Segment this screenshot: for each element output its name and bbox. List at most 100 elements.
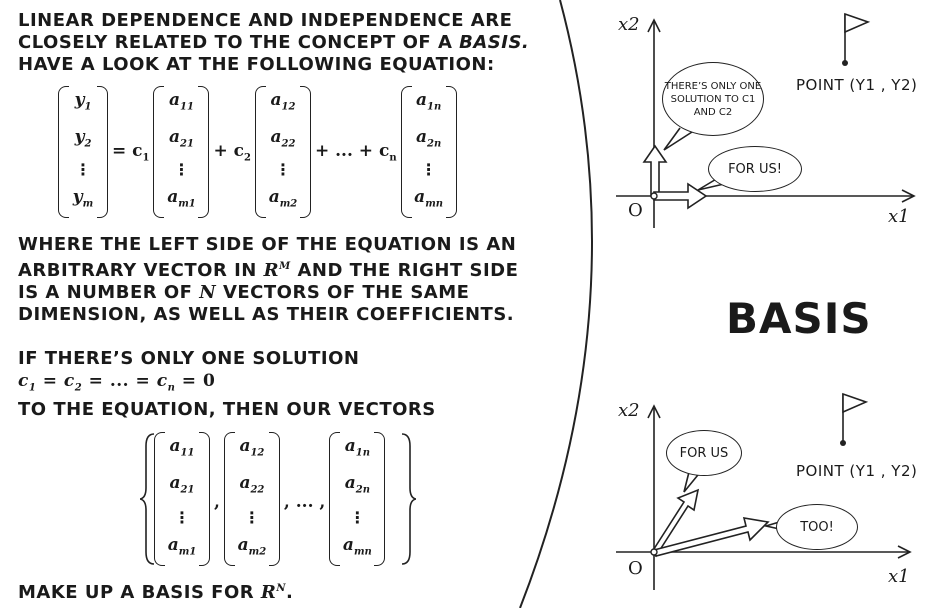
am2-var: a (237, 534, 249, 555)
bottom-bubble-for-us: FOR US (666, 430, 742, 476)
top-origin-dot (650, 192, 658, 200)
a1n-var: a (415, 90, 427, 110)
bottom-flag (842, 392, 869, 414)
vdots: ⋮ (243, 507, 260, 527)
amn-sub: mn (425, 197, 444, 209)
a1n-var: a (344, 436, 356, 456)
vector-coln: a1n a2n ⋮ amn (400, 86, 457, 218)
top-origin-label: O (628, 200, 643, 221)
plus-dots-cn: + ... + cn (315, 141, 397, 163)
bottom-x1-label: x1 (888, 566, 910, 587)
ym: ym (73, 187, 93, 214)
cn-sub: n (389, 152, 397, 164)
a12: a12 (239, 436, 264, 463)
am1: am1 (167, 187, 196, 214)
top-y-arrowhead (647, 18, 661, 33)
eq-c1: = c1 (112, 141, 149, 163)
where-line-2b: AND THE RIGHT SIDE (290, 260, 519, 281)
amn-var: a (414, 186, 426, 207)
a1n-sub: 1n (427, 101, 442, 113)
a11-var: a (169, 90, 181, 110)
c2-sub: 2 (244, 152, 251, 164)
panel-divider (519, 0, 593, 608)
a2n-sub: 2n (427, 138, 442, 150)
vdots: ⋮ (173, 160, 190, 180)
set-vector-1: a11 a21 ⋮ am1 (154, 432, 210, 566)
set-vector-2: a12 a22 ⋮ am2 (223, 432, 280, 566)
dots: ... (109, 371, 130, 391)
a2n-sub: 2n (355, 484, 370, 496)
where-line-2: ARBITRARY VECTOR IN Rm AND THE RIGHT SID… (18, 256, 518, 282)
vdots: ⋮ (174, 507, 190, 527)
a22-sub: 22 (250, 484, 265, 496)
where-line-2a: ARBITRARY VECTOR IN (18, 260, 264, 281)
eq: = (175, 371, 203, 391)
bottom-y-arrowhead (647, 404, 661, 419)
y1: y1 (75, 90, 92, 117)
amn-var: a (342, 534, 354, 555)
a11: a11 (170, 436, 195, 463)
R-sup-m: m (279, 261, 291, 272)
sub-n: n (167, 382, 176, 394)
a12-sub: 12 (250, 447, 265, 459)
a22-var: a (270, 126, 282, 147)
am1-sub: m1 (178, 197, 196, 209)
am1-var: a (167, 534, 179, 555)
y1-var: y (74, 90, 85, 110)
R-sup-n: n (276, 583, 287, 594)
main-equation: y1 y2 ⋮ ym = c1 a11 a21 ⋮ am1 + c2 a12 a… (58, 86, 457, 218)
a11-sub: 11 (180, 447, 195, 459)
top-bubble-for-us: FOR US! (708, 146, 802, 192)
eq: = (129, 371, 157, 391)
sub-1: 1 (28, 382, 37, 394)
a21: a21 (170, 473, 195, 500)
vector-col1: a11 a21 ⋮ am1 (153, 86, 210, 218)
if-line-1: IF THERE’S ONLY ONE SOLUTION (18, 348, 360, 369)
zero: 0 (202, 371, 216, 391)
set-braces (140, 433, 416, 565)
plus-c2: + c2 (213, 141, 250, 163)
vector-set: a11 a21 ⋮ am1 , a12 a22 ⋮ am2 , ... , a1… (140, 430, 416, 568)
amn: amn (343, 535, 372, 562)
y2-sub: 2 (84, 138, 92, 150)
a21-sub: 21 (180, 484, 195, 496)
bottom-bubble-too: TOO! (776, 504, 858, 550)
sub-2: 2 (74, 382, 83, 394)
a1n: a1n (416, 90, 441, 117)
am2-sub: m2 (279, 197, 298, 209)
intro-paragraph: LINEAR DEPENDENCE AND INDEPENDENCE ARE C… (18, 10, 529, 76)
a1n: a1n (345, 436, 370, 463)
intro-line-1: LINEAR DEPENDENCE AND INDEPENDENCE ARE (18, 10, 513, 31)
bottom-x-arrowhead (897, 545, 912, 559)
vector-col2: a12 a22 ⋮ a m2 (254, 86, 311, 218)
top-x-arrowhead (901, 189, 916, 203)
a2n-var: a (344, 473, 356, 494)
a12: a12 (271, 90, 296, 117)
a21: a21 (169, 127, 194, 154)
eq: = (36, 371, 64, 391)
final-period: . (286, 582, 294, 603)
vdots: ⋮ (349, 507, 366, 527)
bottom-point-label: POINT (y1 , y2) (796, 462, 918, 480)
a12-var: a (270, 90, 282, 110)
plus-dots-cn-text: + ... + c (314, 140, 390, 161)
a22: a22 (271, 127, 296, 154)
vdots: ⋮ (75, 160, 91, 180)
am1-sub: m1 (178, 545, 197, 557)
c-var: c (156, 371, 168, 391)
a2n: a2n (345, 473, 370, 500)
top-vector-e1 (653, 182, 708, 210)
vdots: ⋮ (420, 160, 437, 180)
amn-sub: mn (353, 545, 372, 557)
a12-var: a (239, 436, 251, 456)
y2-var: y (74, 126, 85, 147)
a11: a11 (169, 90, 194, 117)
a2n-var: a (415, 126, 427, 147)
a11-var: a (169, 436, 181, 456)
final-text: MAKE UP A BASIS FOR (18, 582, 261, 603)
where-line-3a: IS A NUMBER OF (18, 282, 200, 303)
top-point-dot (842, 60, 848, 66)
vdots: ⋮ (274, 160, 291, 180)
top-x1-label: x1 (888, 206, 910, 227)
